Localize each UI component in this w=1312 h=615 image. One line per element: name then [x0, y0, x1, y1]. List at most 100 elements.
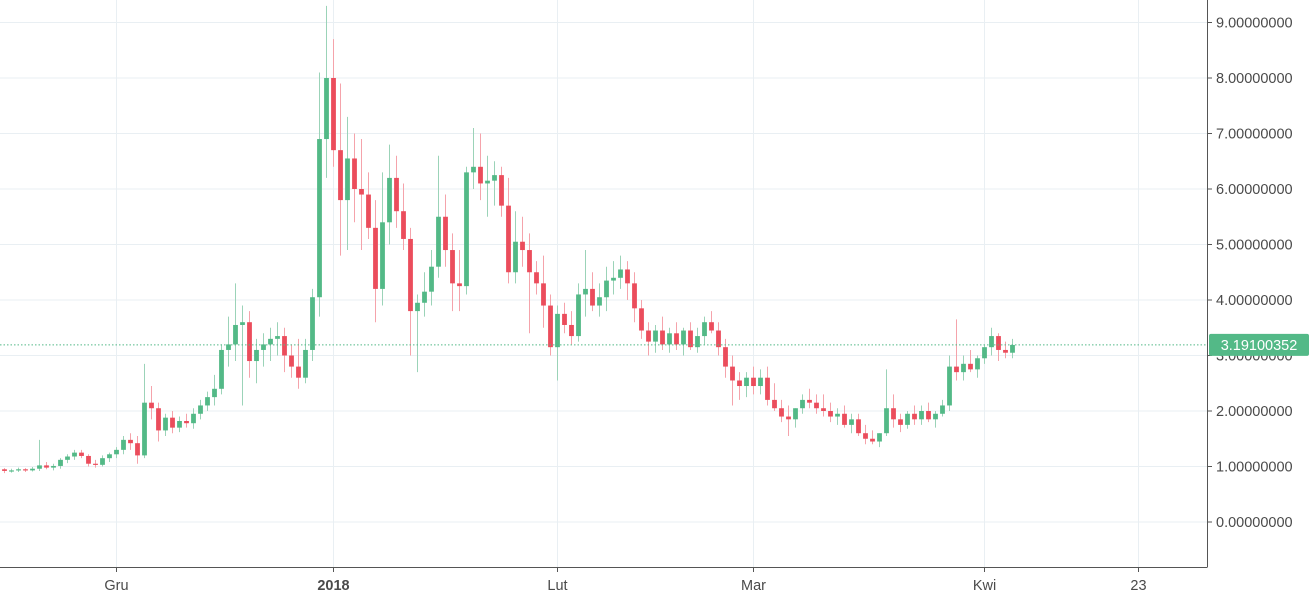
- candle-body: [590, 288, 595, 306]
- candle-body: [373, 227, 378, 289]
- y-tick-label: 6.00000000: [1216, 182, 1293, 198]
- candle-body: [317, 139, 322, 298]
- candle: [443, 194, 448, 267]
- candle: [107, 452, 112, 463]
- candle: [261, 333, 266, 367]
- candle-body: [121, 439, 126, 450]
- candle-body: [233, 324, 238, 345]
- candle: [702, 316, 707, 345]
- candle-body: [947, 366, 952, 406]
- candle: [296, 338, 301, 389]
- candle-body: [800, 399, 805, 409]
- candle: [800, 394, 805, 414]
- candle-body: [436, 216, 441, 267]
- candle: [919, 405, 924, 425]
- candle-body: [443, 216, 448, 251]
- candle: [191, 408, 196, 429]
- candle: [121, 435, 126, 455]
- candle: [933, 411, 938, 428]
- y-tick-label: 0.00000000: [1216, 515, 1293, 531]
- candle: [114, 447, 119, 459]
- candle-body: [611, 277, 616, 281]
- candle: [597, 283, 602, 317]
- candle-body: [821, 408, 826, 411]
- candle-body: [408, 238, 413, 312]
- candle: [429, 250, 434, 306]
- candle: [499, 166, 504, 217]
- y-tick-label: 2.00000000: [1216, 404, 1293, 420]
- candle: [275, 322, 280, 356]
- candle-body: [128, 439, 133, 444]
- candle-body: [681, 330, 686, 345]
- candle-body: [254, 349, 259, 362]
- candle-body: [842, 413, 847, 425]
- candle-body: [653, 330, 658, 342]
- candle-body: [905, 413, 910, 425]
- candle-body: [828, 411, 833, 417]
- candle-body: [275, 336, 280, 339]
- candle: [394, 155, 399, 228]
- candle-body: [338, 150, 343, 201]
- candle: [513, 211, 518, 284]
- candle: [303, 338, 308, 384]
- candle-body: [170, 417, 175, 428]
- candle-body: [744, 377, 749, 387]
- candle: [555, 305, 560, 381]
- candle-body: [765, 377, 770, 400]
- candle: [219, 344, 224, 395]
- candle: [779, 399, 784, 423]
- candle: [282, 327, 287, 373]
- candle: [583, 250, 588, 317]
- x-tick-label: Gru: [104, 578, 128, 594]
- candle-body: [247, 322, 252, 362]
- candle: [1010, 338, 1015, 359]
- candle: [870, 430, 875, 445]
- candle-body: [877, 433, 882, 442]
- candle-body: [191, 413, 196, 424]
- candle: [758, 369, 763, 395]
- candle: [380, 172, 385, 306]
- candle-body: [737, 380, 742, 387]
- candle-body: [569, 324, 574, 337]
- candle-body: [730, 366, 735, 381]
- candle-body: [639, 308, 644, 331]
- candle: [996, 333, 1001, 362]
- candle-body: [212, 388, 217, 398]
- candle-body: [114, 449, 119, 455]
- candle: [856, 413, 861, 436]
- candle-body: [205, 397, 210, 406]
- last-price-badge: [1209, 333, 1309, 356]
- candle-body: [79, 452, 84, 456]
- y-tick-label: 1.00000000: [1216, 460, 1293, 476]
- candle-body: [576, 294, 581, 337]
- candle-body: [548, 305, 553, 348]
- candle-body: [450, 250, 455, 284]
- candle: [205, 391, 210, 411]
- candle-body: [856, 419, 861, 434]
- candle-body: [1003, 349, 1008, 353]
- y-tick-label: 9.00000000: [1216, 16, 1293, 32]
- candle-body: [632, 283, 637, 309]
- candle: [982, 344, 987, 364]
- candle-body: [261, 344, 266, 350]
- candle-body: [492, 175, 497, 181]
- candle-body: [982, 347, 987, 359]
- candle-body: [499, 175, 504, 206]
- candle-body: [758, 377, 763, 387]
- candle: [709, 311, 714, 334]
- candle-body: [415, 302, 420, 312]
- candle: [793, 408, 798, 428]
- candle-body: [562, 313, 567, 325]
- candle-body: [814, 402, 819, 409]
- candle-body: [58, 459, 63, 466]
- candle-body: [226, 344, 231, 350]
- candle-body: [779, 408, 784, 417]
- candle: [814, 394, 819, 414]
- candle-body: [2, 469, 7, 471]
- candle-body: [219, 349, 224, 389]
- candle-body: [975, 358, 980, 370]
- x-tick-label: 23: [1130, 578, 1146, 594]
- candle: [632, 272, 637, 323]
- candle: [877, 433, 882, 448]
- candle-body: [282, 336, 287, 356]
